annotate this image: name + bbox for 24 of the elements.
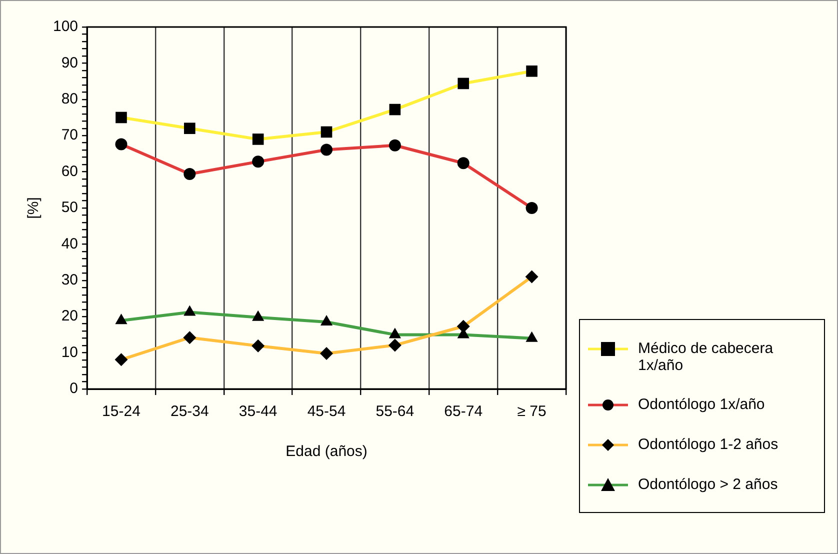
x-tick-label: ≥ 75 xyxy=(517,403,546,420)
x-tick-label: 15-24 xyxy=(102,403,140,420)
y-tick-label: 70 xyxy=(61,126,78,144)
legend-label: Odontólogo 1x/año xyxy=(638,396,765,413)
y-tick-label: 30 xyxy=(61,272,78,289)
x-tick-label: 55-64 xyxy=(376,403,414,420)
y-tick-label: 50 xyxy=(61,199,78,216)
y-tick-label: 10 xyxy=(61,344,78,361)
x-tick-label: 45-54 xyxy=(307,403,346,420)
x-tick-label: 65-74 xyxy=(444,403,483,420)
y-tick-label: 20 xyxy=(61,308,78,325)
x-tick-label: 35-44 xyxy=(238,403,278,420)
x-axis-title: Edad (años) xyxy=(286,443,368,460)
y-tick-label: 60 xyxy=(61,162,78,180)
y-tick-label: 90 xyxy=(61,54,78,72)
y-tick-label: 40 xyxy=(61,235,78,252)
x-tick-label: 25-34 xyxy=(170,403,209,420)
y-tick-label: 100 xyxy=(52,18,78,36)
legend-label: Odontólogo 1-2 años xyxy=(638,436,778,453)
y-tick-label: 0 xyxy=(70,380,78,398)
legend-label: Médico de cabecera 1x/año xyxy=(638,340,774,374)
legend-label: Odontólogo > 2 años xyxy=(638,476,778,493)
y-tick-label: 80 xyxy=(61,90,78,108)
y-axis-title: [%] xyxy=(25,197,42,219)
